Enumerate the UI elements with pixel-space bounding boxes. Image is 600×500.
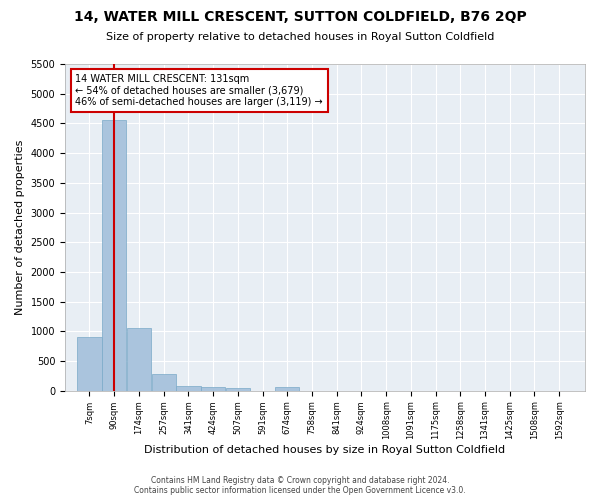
Bar (275, 387, 299, 390)
Bar (176, 386, 200, 390)
Bar (77, 338, 101, 390)
X-axis label: Distribution of detached houses by size in Royal Sutton Coldfield: Distribution of detached houses by size … (145, 445, 506, 455)
Bar (102, 120, 126, 390)
Bar (201, 387, 225, 390)
Text: Size of property relative to detached houses in Royal Sutton Coldfield: Size of property relative to detached ho… (106, 32, 494, 42)
Y-axis label: Number of detached properties: Number of detached properties (15, 140, 25, 315)
Text: Contains HM Land Registry data © Crown copyright and database right 2024.
Contai: Contains HM Land Registry data © Crown c… (134, 476, 466, 495)
Text: 14, WATER MILL CRESCENT, SUTTON COLDFIELD, B76 2QP: 14, WATER MILL CRESCENT, SUTTON COLDFIEL… (74, 10, 526, 24)
Bar (152, 374, 176, 390)
Text: 14 WATER MILL CRESCENT: 131sqm
← 54% of detached houses are smaller (3,679)
46% : 14 WATER MILL CRESCENT: 131sqm ← 54% of … (76, 74, 323, 107)
Bar (226, 388, 250, 390)
Bar (127, 328, 151, 390)
